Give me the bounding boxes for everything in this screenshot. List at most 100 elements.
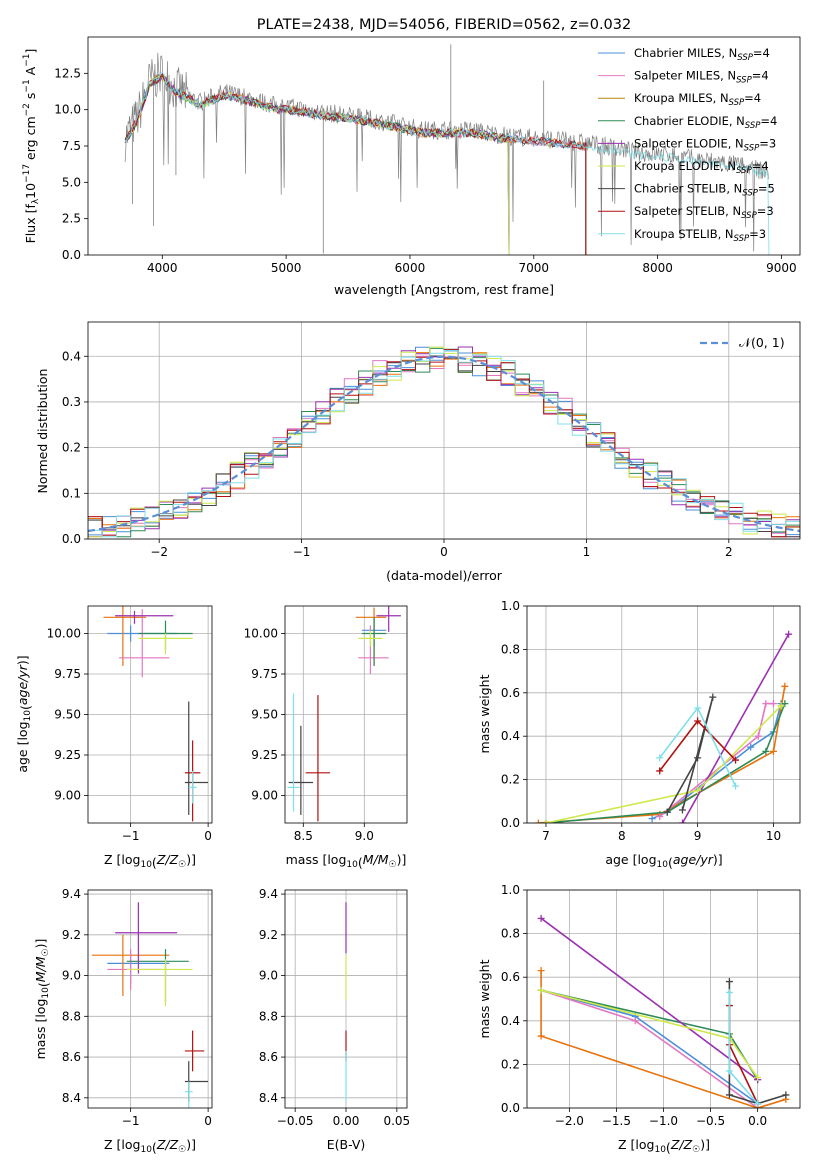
series-marker: [754, 732, 762, 740]
label-part: mass [log: [33, 999, 48, 1060]
series-marker: [781, 682, 789, 690]
plot-area: [103, 606, 209, 822]
x-tick-label: 1: [583, 545, 591, 559]
x-axis-label-weight-vs-z: Z [log10(Z/Z☉)]: [618, 1137, 710, 1155]
series-marker: [537, 967, 545, 975]
y-tick-label: 9.00: [251, 788, 278, 802]
y-tick-label: 10.0: [54, 103, 81, 117]
y-tick-label: 9.00: [54, 788, 81, 802]
legend-tail: =3: [749, 227, 766, 241]
y-tick-label: 0.4: [62, 349, 81, 363]
legend-name: Kroupa ELODIE, N: [634, 159, 736, 173]
legend-name: Chabrier STELIB, N: [634, 182, 742, 196]
y-axis-label-mass: mass [log10(M/M☉)]: [33, 939, 51, 1060]
series-marker: [663, 808, 671, 816]
x-tick-label: 2: [725, 545, 733, 559]
errorbar-point: [376, 606, 401, 632]
x-tick-label: 8000: [642, 261, 673, 275]
y-tick-label: 9.0: [62, 969, 81, 983]
x-axis-label-mass: mass [log10(M/M☉)]: [286, 852, 407, 870]
panel-weight_vs_age: 7 8 9 10 0.0 0.2 0.4 0.6 0.8 1.0: [501, 599, 801, 843]
x-axis-label: (data-model)/error: [386, 568, 503, 583]
legend-tail: =3: [757, 204, 774, 218]
y-axis-label-age: age [log10(age/yr)]: [15, 655, 33, 772]
series-marker: [732, 782, 740, 790]
label-part: −1: [22, 79, 32, 92]
y-tick-label: 8.4: [62, 1091, 81, 1105]
legend-tail: =4: [744, 91, 761, 105]
gauss-legend-label: 𝒩(0, 1): [739, 335, 785, 350]
series-marker: [537, 914, 545, 922]
x-tick-label: −1: [293, 545, 311, 559]
model-line-kroupa_elodie: [124, 74, 510, 255]
series-marker: [785, 630, 793, 638]
legend-name: Salpeter ELODIE, N: [634, 136, 744, 150]
label-part: )]: [15, 655, 30, 665]
y-tick-label: 8.8: [259, 1009, 278, 1023]
series-line-chabrier_stelib: [666, 696, 714, 813]
legend-sub: SSP: [744, 143, 760, 153]
series-line-salpeter_stelib: [728, 1005, 759, 1104]
series-marker: [542, 819, 550, 823]
errorbar-point: [305, 695, 331, 822]
label-part: (: [666, 1140, 671, 1155]
y-tick-label: 8.4: [259, 1091, 278, 1105]
y-tick-label: 9.25: [54, 748, 81, 762]
x-tick-label: 0.00: [333, 1114, 360, 1128]
y-tick-label: 0.4: [501, 1014, 520, 1028]
y-tick-label: 0.4: [501, 729, 520, 743]
label-part: erg cm: [23, 116, 38, 164]
legend-name: Chabrier ELODIE, N: [634, 114, 745, 128]
panel-spectrum: 4000 5000 6000 7000 8000 9000 0.0 2.5 5.0 7.5 10.0…: [54, 36, 801, 275]
x-axis-label-age-vs-z: Z [log10(Z/Z☉)]: [104, 852, 196, 870]
x-tick-label: −0.5: [696, 1114, 725, 1128]
series-marker: [732, 756, 740, 764]
panel-weight_vs_Z: −2.0 −1.5 −1.0 −0.5 0.0 0.0 0.2 0.4 0.6 0.8 1.0: [501, 883, 801, 1128]
y-tick-label: 0.1: [62, 486, 81, 500]
label-part: Z [log: [618, 1137, 654, 1152]
legend-entry: Chabrier STELIB, NSSP=5: [634, 182, 775, 199]
x-tick-label: −1.0: [649, 1114, 678, 1128]
legend-entry: Kroupa ELODIE, NSSP=4: [634, 159, 769, 176]
series-marker: [769, 747, 777, 755]
label-part: ]: [23, 49, 38, 54]
legend-tail: =4: [752, 69, 769, 83]
series-marker: [754, 1073, 762, 1081]
y-tick-label: 9.50: [54, 708, 81, 722]
series-marker: [754, 1100, 762, 1108]
gaussian-curve: [88, 355, 800, 533]
y-tick-label: 2.5: [62, 212, 81, 226]
series-marker: [648, 815, 656, 823]
label-part: −2: [22, 103, 32, 116]
x-tick-label: 9: [694, 829, 702, 843]
series-marker: [656, 767, 664, 775]
series-marker: [762, 700, 770, 708]
x-tick-label: −1: [122, 829, 140, 843]
legend-tail: =4: [753, 46, 770, 60]
axes-frame: [526, 605, 801, 824]
label-part: Z/Z: [156, 852, 179, 867]
series-marker: [769, 700, 777, 708]
label-part: Flux [f: [23, 204, 38, 244]
x-axis-label-mass-vs-z: Z [log10(Z/Z☉)]: [104, 1137, 196, 1155]
legend-name: Salpeter STELIB, N: [634, 204, 741, 218]
series-marker: [678, 806, 686, 814]
x-tick-label: 5000: [271, 261, 302, 275]
label-part: )]: [186, 1137, 196, 1152]
legend-entry: Chabrier ELODIE, NSSP=4: [634, 114, 777, 131]
errorbar-point: [361, 617, 387, 666]
plot-area: [88, 346, 800, 538]
y-tick-label: 5.0: [62, 175, 81, 189]
x-tick-label: −2: [150, 545, 168, 559]
label-part: (: [358, 855, 363, 870]
y-tick-label: 0.2: [501, 1057, 520, 1071]
errorbar-point: [115, 902, 178, 974]
histogram-kroupa_stelib: [88, 349, 800, 538]
series-line-salpeter_elodie: [681, 633, 790, 823]
label-part: age [log: [15, 721, 30, 772]
series-marker: [694, 786, 702, 794]
label-part: Z [log: [104, 1137, 140, 1152]
x-tick-label: 10: [766, 829, 781, 843]
